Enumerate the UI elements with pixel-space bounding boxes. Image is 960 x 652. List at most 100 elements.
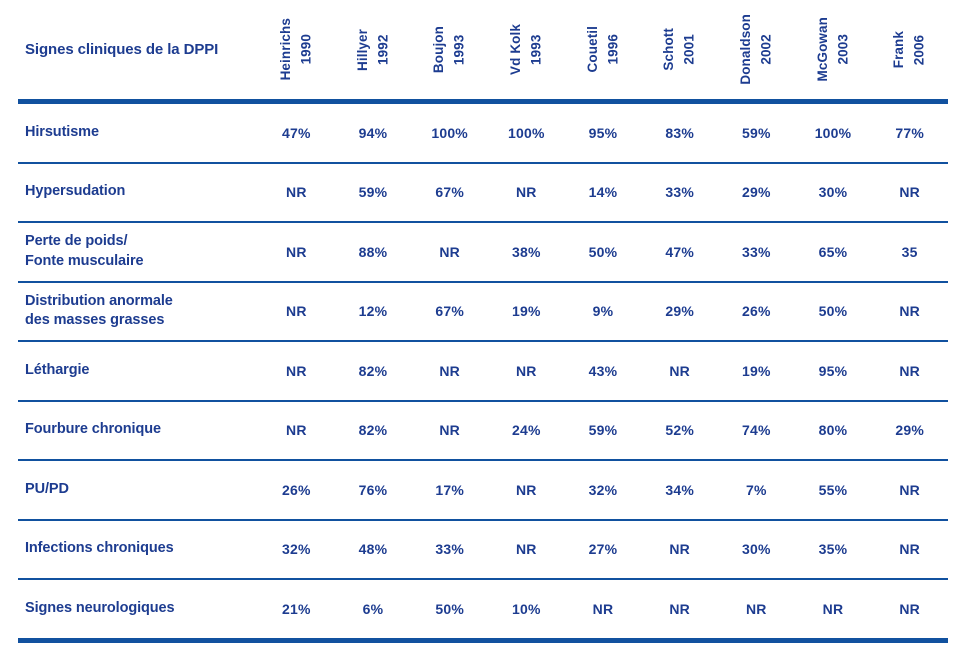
value-cell: 19%	[742, 362, 771, 379]
row-label: Distribution anormale des masses grasses	[25, 292, 173, 329]
column-header-donaldson: Donaldson 2002	[718, 0, 795, 99]
table-row: Signes neurologiques 21% 6% 50% 10% NR NR NR NR N…	[18, 580, 948, 643]
column-header-label: McGowan 2003	[814, 17, 850, 82]
value-cell: 21%	[282, 600, 311, 617]
value-cell: 100%	[508, 124, 545, 141]
value-cell: NR	[286, 184, 307, 201]
value-cell: 34%	[665, 481, 694, 498]
value-cell: 67%	[435, 303, 464, 320]
value-cell: NR	[746, 600, 767, 617]
value-cell: 55%	[818, 481, 848, 498]
table-body: Hirsutisme 47% 94% 100% 100% 95% 83% 59% 100% 77%…	[18, 104, 948, 643]
value-cell: NR	[286, 422, 307, 439]
value-cell: NR	[899, 600, 920, 617]
column-header-couetil: Couetil 1996	[565, 0, 642, 99]
value-cell: 9%	[592, 303, 614, 320]
column-header-mcgowan: McGowan 2003	[795, 0, 872, 99]
column-header-label: Couetil 1996	[584, 26, 620, 73]
value-cell: NR	[899, 541, 920, 558]
value-cell: 27%	[588, 541, 618, 558]
value-cell: 17%	[435, 481, 464, 498]
table-title: Signes cliniques de la DPPI	[25, 41, 219, 58]
value-cell: 82%	[358, 362, 388, 379]
row-label: Hirsutisme	[25, 123, 99, 140]
value-cell: 95%	[588, 124, 618, 141]
value-cell: 7%	[746, 481, 767, 498]
value-cell: NR	[439, 422, 460, 439]
value-cell: 19%	[512, 303, 541, 320]
value-cell: 94%	[358, 124, 388, 141]
row-label: Infections chroniques	[25, 540, 174, 557]
value-cell: 50%	[435, 600, 464, 617]
value-cell: 52%	[665, 422, 694, 439]
row-label: Fourbure chronique	[25, 421, 161, 438]
value-cell: NR	[286, 362, 307, 379]
column-header-heinrichs: Heinrichs 1990	[258, 0, 335, 99]
value-cell: NR	[899, 184, 920, 201]
value-cell: 47%	[282, 124, 311, 141]
table-row: Distribution anormale des masses grasses…	[18, 283, 948, 342]
column-header-frank: Frank 2006	[871, 0, 948, 99]
column-header-hillyer: Hillyer 1992	[335, 0, 412, 99]
value-cell: 65%	[818, 243, 848, 260]
table-row: Perte de poids/ Fonte musculaire NR 88% NR 3…	[18, 223, 948, 283]
value-cell: NR	[669, 362, 690, 379]
column-header-label: Schott 2001	[661, 28, 697, 71]
value-cell: NR	[669, 600, 690, 617]
column-header-label: Hillyer 1992	[354, 28, 390, 71]
value-cell: NR	[516, 481, 537, 498]
value-cell: NR	[669, 541, 690, 558]
table-row: Fourbure chronique NR 82% NR 24% 59% 52% 74% 80%…	[18, 402, 948, 461]
value-cell: 59%	[588, 422, 618, 439]
value-cell: 32%	[588, 481, 618, 498]
value-cell: 35	[901, 243, 918, 260]
table-header-row: Signes cliniques de la DPPI Heinrichs 19…	[18, 0, 948, 104]
value-cell: 76%	[358, 481, 388, 498]
column-header-label: Frank 2006	[891, 30, 927, 69]
value-cell: 83%	[665, 124, 694, 141]
value-cell: 24%	[512, 422, 541, 439]
value-cell: 74%	[742, 422, 771, 439]
column-header-label: Boujon 1993	[431, 25, 467, 74]
value-cell: NR	[899, 362, 920, 379]
value-cell: 26%	[742, 303, 771, 320]
value-cell: 43%	[588, 362, 618, 379]
value-cell: 50%	[588, 243, 618, 260]
value-cell: 95%	[818, 362, 848, 379]
table-row: Infections chroniques 32% 48% 33% NR 27% NR 30%…	[18, 521, 948, 580]
column-header-label: Heinrichs 1990	[278, 18, 314, 81]
value-cell: NR	[286, 303, 307, 320]
value-cell: NR	[899, 481, 920, 498]
row-label: Hypersudation	[25, 183, 126, 200]
value-cell: 88%	[358, 243, 388, 260]
table-row: Hirsutisme 47% 94% 100% 100% 95% 83% 59% 100% 77%	[18, 104, 948, 164]
row-label: Perte de poids/ Fonte musculaire	[25, 233, 144, 269]
value-cell: 100%	[431, 124, 468, 141]
clinical-signs-table: Signes cliniques de la DPPI Heinrichs 19…	[18, 0, 948, 643]
column-header-schott: Schott 2001	[641, 0, 718, 99]
row-label: Signes neurologiques	[25, 599, 175, 616]
column-header-boujon: Boujon 1993	[411, 0, 488, 99]
table-row: Léthargie NR 82% NR NR 43% NR 19% 95% NR	[18, 342, 948, 402]
value-cell: 59%	[358, 184, 388, 201]
value-cell: NR	[899, 303, 920, 320]
value-cell: NR	[439, 362, 460, 379]
value-cell: 48%	[358, 541, 388, 558]
value-cell: 38%	[512, 243, 541, 260]
value-cell: 33%	[435, 541, 464, 558]
column-header-label: Donaldson 2002	[738, 14, 774, 85]
value-cell: 26%	[282, 481, 311, 498]
value-cell: 29%	[665, 303, 694, 320]
value-cell: 80%	[818, 422, 848, 439]
value-cell: 30%	[742, 541, 771, 558]
value-cell: NR	[516, 184, 537, 201]
value-cell: 10%	[512, 600, 541, 617]
value-cell: NR	[516, 362, 537, 379]
value-cell: NR	[439, 243, 460, 260]
value-cell: 29%	[895, 422, 924, 439]
value-cell: NR	[822, 600, 844, 617]
row-label: Léthargie	[25, 361, 90, 378]
value-cell: 14%	[588, 184, 618, 201]
value-cell: 29%	[742, 184, 771, 201]
value-cell: 35%	[818, 541, 848, 558]
